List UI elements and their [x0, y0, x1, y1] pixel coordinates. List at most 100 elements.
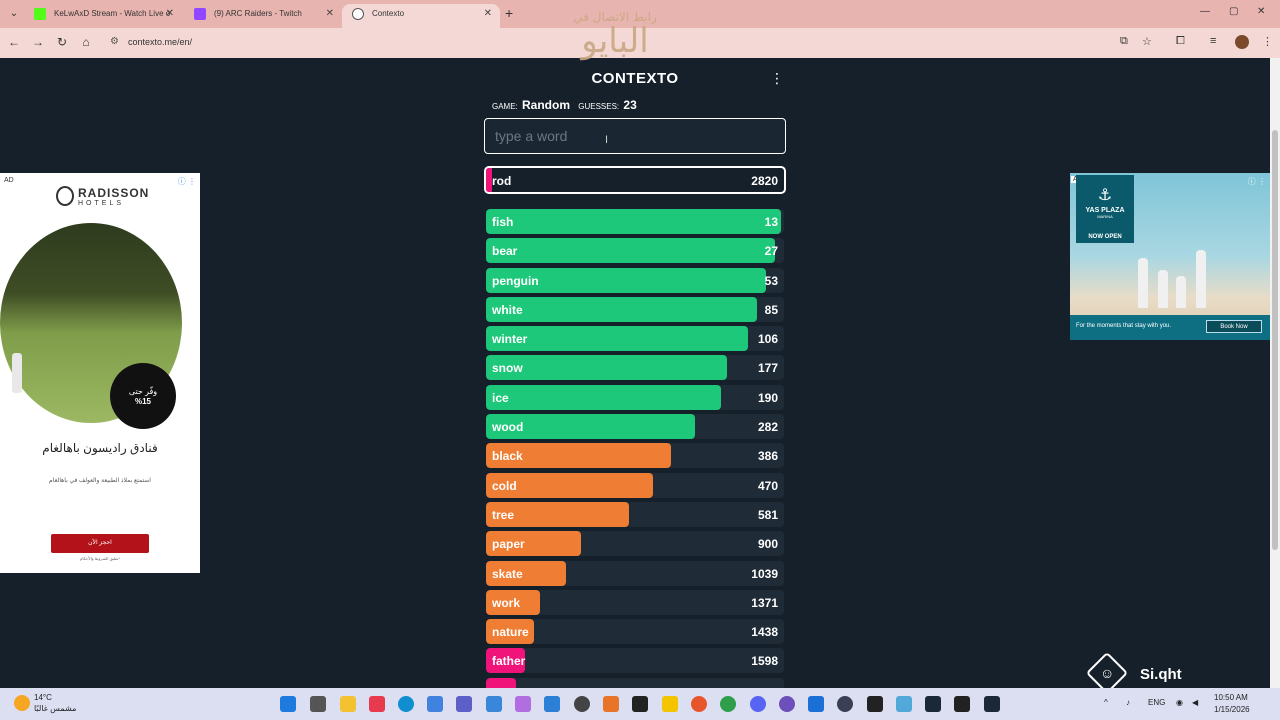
ad-info-icon[interactable]: ⓘ ⋮ [177, 177, 196, 186]
tradingview-icon[interactable] [632, 696, 648, 712]
book-now-button[interactable]: Book Now [1206, 320, 1262, 333]
app-icon[interactable] [808, 696, 824, 712]
start-icon[interactable] [280, 696, 296, 712]
volume-icon[interactable]: ◀ [1192, 698, 1199, 707]
guess-rank: 581 [757, 507, 778, 522]
app-icon[interactable] [369, 696, 385, 712]
steam-icon[interactable] [925, 696, 941, 712]
tray-overflow-icon[interactable]: ^ [1104, 698, 1108, 707]
guess-rank: 386 [757, 449, 778, 464]
close-tab-icon[interactable]: ✕ [165, 8, 174, 19]
word-input[interactable] [484, 118, 786, 154]
app-icon[interactable] [544, 696, 560, 712]
guess-rank: 1438 [751, 625, 778, 640]
badge-line1: وفّر حتى [128, 387, 158, 396]
streamer-handle: Si.qht [1140, 666, 1182, 683]
app-icon[interactable] [603, 696, 619, 712]
channel-watermark: رابط الاتصال في البايو [565, 10, 665, 90]
guess-word: wood [492, 420, 524, 435]
app-icon[interactable] [896, 696, 912, 712]
tab-kick[interactable]: KeLwAxD Stream - Watch Live o ✕ [24, 4, 182, 28]
weather-description: مشمس غالبًا [34, 704, 77, 713]
forward-icon[interactable]: → [32, 35, 44, 49]
ad-info-icon[interactable]: ⓘ ⋮ [1247, 177, 1266, 186]
tab-contexto[interactable]: Contexto ✕ [342, 4, 500, 28]
radisson-logo-icon [56, 186, 74, 206]
guess-rank: 53 [764, 273, 778, 288]
firefox-icon[interactable] [691, 696, 707, 712]
address-bar[interactable]: ⚙ contexto.me/en/ [102, 31, 1170, 55]
scroll-thumb[interactable] [1272, 130, 1278, 550]
watermark-large-text: البايو [581, 21, 649, 61]
task-view-icon[interactable] [310, 696, 326, 712]
app-icon[interactable] [867, 696, 883, 712]
guess-row: father 1598 [486, 648, 784, 674]
guess-row: tree 581 [486, 501, 784, 527]
now-open-label: NOW OPEN [1076, 231, 1134, 243]
chrome-icon[interactable] [720, 696, 736, 712]
guess-word: work [492, 595, 521, 610]
new-tab-icon[interactable]: + [505, 5, 514, 21]
reload-icon[interactable]: ↻ [56, 35, 68, 49]
guess-rank: 177 [757, 361, 778, 376]
yas-plaza-ad[interactable]: AD ⓘ ⋮ ⚓ YAS PLAZA MARINA NOW OPEN For t… [1070, 173, 1270, 340]
guess-rank: 85 [764, 302, 778, 317]
tab-title: (9) ARC Raiders - Twitch [214, 9, 302, 18]
store-icon[interactable] [486, 696, 502, 712]
guess-row: winter 106 [486, 326, 784, 352]
guess-rank: 470 [757, 478, 778, 493]
browser-menu-icon[interactable]: ⋮ [1262, 36, 1273, 48]
network-icon[interactable]: ◉ [1176, 698, 1183, 707]
guess-similarity-bar [486, 648, 525, 674]
page-title: CONTEXTO [591, 70, 679, 87]
edge-icon[interactable] [398, 696, 414, 712]
weather-sun-icon[interactable] [14, 695, 30, 711]
close-tab-icon[interactable]: ✕ [325, 8, 334, 19]
text-cursor-icon: I [605, 134, 609, 146]
sticky-notes-icon[interactable] [662, 696, 678, 712]
language-indicator[interactable]: ENG [1148, 698, 1166, 707]
clock-time[interactable]: 10:50 AM [1214, 693, 1248, 702]
tab-search-icon[interactable]: ⌄ [9, 8, 19, 19]
media-control-icon[interactable]: ≡ [1210, 35, 1217, 47]
bookmark-star-icon[interactable]: ☆ [1142, 36, 1152, 48]
install-app-icon[interactable]: ⧉ [1120, 35, 1128, 47]
maximize-icon[interactable]: ▢ [1229, 6, 1239, 17]
discord-icon[interactable] [750, 696, 766, 712]
tab-title: Contexto [372, 9, 405, 18]
teams-icon[interactable] [456, 696, 472, 712]
latest-guess-word: rod [492, 174, 512, 188]
openai-icon[interactable] [574, 696, 590, 712]
close-window-icon[interactable]: ✕ [1257, 6, 1266, 17]
app-icon[interactable] [779, 696, 795, 712]
radisson-ad[interactable]: AD ⓘ ⋮ RADISSON HOTELS وفّر حتى %15 فناد… [0, 173, 200, 573]
site-info-icon[interactable]: ⚙ [110, 36, 119, 47]
profile-avatar[interactable] [1235, 35, 1249, 49]
extensions-icon[interactable]: ⧠ [1176, 35, 1185, 47]
guess-rank: 282 [757, 420, 778, 435]
guesses-label: GUESSES: [578, 102, 620, 111]
play-store-icon[interactable] [427, 696, 443, 712]
minimize-icon[interactable]: — [1200, 6, 1210, 17]
guess-word: father [492, 654, 526, 669]
page-scrollbar[interactable] [1270, 58, 1280, 688]
more-options-icon[interactable]: ⋮ [770, 70, 784, 86]
microphone-icon[interactable]: ♪ [1126, 698, 1130, 707]
tab-twitch[interactable]: (9) ARC Raiders - Twitch ✕ [184, 4, 342, 28]
file-explorer-icon[interactable] [340, 696, 356, 712]
guess-similarity-bar [486, 560, 567, 586]
guess-word: bear [492, 244, 518, 259]
book-now-button[interactable]: احجز الآن [51, 534, 149, 553]
url-text: contexto.me/en/ [128, 37, 193, 47]
home-icon[interactable]: ⌂ [82, 35, 90, 49]
back-icon[interactable]: ← [8, 35, 20, 49]
app-icon[interactable] [837, 696, 853, 712]
steam-icon[interactable] [984, 696, 1000, 712]
terminal-icon[interactable] [954, 696, 970, 712]
guess-rank: 106 [757, 332, 778, 347]
clock-date[interactable]: 1/15/2026 [1214, 705, 1250, 714]
close-tab-icon[interactable]: ✕ [483, 8, 492, 19]
copilot-icon[interactable] [515, 696, 531, 712]
guess-similarity-bar [486, 472, 653, 498]
guess-rank: 1039 [751, 566, 778, 581]
